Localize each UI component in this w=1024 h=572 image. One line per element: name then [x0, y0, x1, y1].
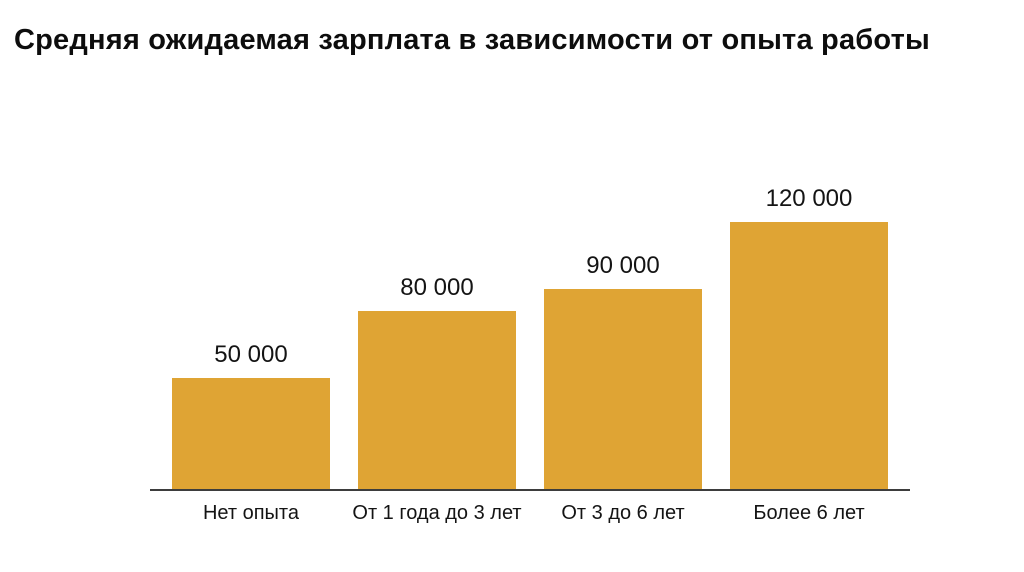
bar-group: 80 000 [344, 274, 530, 490]
chart-plot-area: 50 000 80 000 90 000 120 000 [150, 0, 910, 490]
x-axis-labels: Нет опыта От 1 года до 3 лет От 3 до 6 лет… [150, 502, 910, 525]
bar-value-label: 120 000 [765, 185, 853, 212]
bar [358, 311, 516, 490]
category-label: От 3 до 6 лет [561, 502, 685, 524]
bar-group: 90 000 [530, 252, 716, 490]
category-label: Более 6 лет [753, 502, 865, 524]
bar-value-label: 90 000 [586, 252, 660, 279]
bar [730, 222, 888, 490]
x-axis-line [150, 489, 910, 491]
chart-title: Средняя ожидаемая зарплата в зависимости… [14, 24, 930, 56]
bar-value-label: 50 000 [214, 341, 288, 368]
category-label: Нет опыта [202, 502, 299, 524]
bar-group: 50 000 [158, 341, 344, 490]
bar [544, 289, 702, 490]
bar-value-label: 80 000 [400, 274, 474, 301]
category-label: От 1 года до 3 лет [352, 502, 522, 524]
bar [172, 378, 330, 490]
bar-group: 120 000 [716, 185, 902, 490]
